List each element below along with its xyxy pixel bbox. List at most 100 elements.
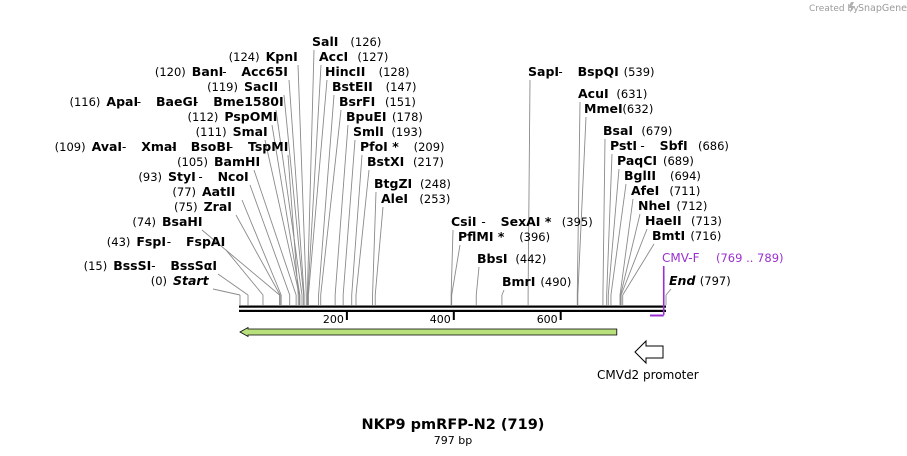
restriction-site[interactable]: CsiI - SexAI * (395) [451, 214, 593, 229]
site-name: Start [173, 273, 210, 288]
site-position: (631) [616, 87, 647, 101]
site-name: ApaI [106, 94, 138, 109]
site-leader [249, 184, 291, 296]
primer-cmv-f[interactable]: CMV-F (769 .. 789) [650, 251, 784, 317]
site-leader-lines [201, 49, 672, 305]
site-leader [450, 229, 454, 296]
restriction-site[interactable]: NheI (712) [638, 198, 707, 213]
restriction-site[interactable]: BtgZI (248) [374, 176, 451, 191]
restriction-site[interactable]: (15) BssSI - BssSαI [84, 258, 217, 273]
restriction-site[interactable]: BbsI (442) [477, 251, 546, 266]
site-name: AcuI [578, 86, 609, 101]
restriction-site[interactable]: BmtI (716) [652, 228, 721, 243]
site-separator: - [122, 140, 126, 154]
axis-ticks: 200 400 600 [323, 312, 562, 326]
restriction-site[interactable]: (112) PspOMI [187, 109, 277, 124]
restriction-site[interactable]: (105) BamHI [177, 154, 260, 169]
restriction-site[interactable]: (109) AvaI - XmaI - BsoBI - TspMI [55, 139, 289, 154]
site-name: PaqCI [617, 153, 657, 168]
restriction-site[interactable]: (93) StyI - NcoI [138, 169, 248, 184]
restriction-site[interactable]: SmlI (193) [353, 124, 422, 139]
site-leader [527, 79, 531, 296]
site-position: (689) [663, 154, 694, 168]
site-name: MmeI [584, 101, 623, 116]
restriction-site[interactable]: BstEII (147) [332, 79, 417, 94]
site-position: (116) [69, 95, 100, 109]
site-separator: - [481, 215, 485, 229]
restriction-site[interactable]: BstXI (217) [367, 154, 444, 169]
restriction-site[interactable]: SapI - BspQI (539) [528, 64, 655, 79]
site-position: (120) [155, 65, 186, 79]
restriction-site[interactable]: HaeII (713) [645, 213, 722, 228]
feature-label: CMVd2 promoter [597, 368, 699, 382]
restriction-site[interactable]: PfoI * (209) [360, 139, 445, 154]
restriction-site[interactable]: PflMI * (396) [458, 229, 550, 244]
site-position: (15) [84, 259, 108, 273]
map-length: 797 bp [434, 434, 472, 447]
site-leader [606, 153, 613, 296]
restriction-site[interactable]: (124) KpnI [229, 49, 298, 64]
site-name: BanI [192, 64, 224, 79]
restriction-site[interactable]: BmrI (490) [502, 274, 571, 289]
site-position: (43) [107, 235, 131, 249]
site-name: SacII [244, 79, 278, 94]
restriction-site[interactable]: (116) ApaI - BaeGI - Bme1580I [69, 94, 283, 109]
site-separator: - [194, 95, 198, 109]
site-name: BpuEI [346, 109, 387, 124]
site-separator: - [151, 259, 155, 273]
restriction-site[interactable]: (75) ZraI [174, 199, 232, 214]
site-name: ZraI [204, 199, 232, 214]
restriction-site[interactable]: PstI - SbfI (686) [610, 138, 729, 153]
restriction-site[interactable]: (119) SacII [207, 79, 278, 94]
restriction-site[interactable]: AcuI (631) [578, 86, 647, 101]
site-position: (539) [624, 65, 655, 79]
site-separator: - [640, 139, 644, 153]
restriction-site[interactable]: SalI (126) [312, 34, 381, 49]
restriction-site[interactable]: AccI (127) [319, 49, 388, 64]
restriction-site[interactable]: BsrFI (151) [339, 94, 416, 109]
site-name: AfeI [631, 183, 659, 198]
restriction-site[interactable]: (77) AatII [172, 184, 235, 199]
site-leader [320, 109, 342, 296]
site-leader [334, 124, 349, 296]
sequence-top-strand [239, 305, 666, 308]
restriction-site[interactable]: (120) BanI - Acc65I [155, 64, 288, 79]
site-position: (105) [177, 155, 208, 169]
site-name: NcoI [218, 169, 249, 184]
restriction-site[interactable]: BglII (694) [624, 168, 701, 183]
site-name: SmlI [353, 124, 384, 139]
site-name: XmaI [141, 139, 177, 154]
site-leader [576, 101, 581, 296]
site-name: NheI [638, 198, 671, 213]
site-position: (77) [172, 185, 196, 199]
site-name: KpnI [266, 49, 298, 64]
restriction-site[interactable]: End (797) [669, 273, 731, 288]
feature-direction-icon [634, 339, 664, 365]
restriction-site[interactable]: BpuEI (178) [346, 109, 423, 124]
restriction-site[interactable]: AleI (253) [381, 191, 450, 206]
site-name: AleI [381, 191, 408, 206]
site-name: BspQI [578, 64, 619, 79]
site-position: (217) [413, 155, 444, 169]
site-leader [351, 154, 363, 296]
site-name: PflMI * [458, 229, 505, 244]
site-name: SalI [312, 34, 338, 49]
restriction-site[interactable]: AfeI (711) [631, 183, 700, 198]
site-name: BglII [624, 168, 656, 183]
restriction-site[interactable]: (74) BsaHI [132, 214, 202, 229]
site-name: BsrFI [339, 94, 375, 109]
site-name: BsaI [603, 123, 633, 138]
restriction-site[interactable]: HincII (128) [325, 64, 410, 79]
restriction-site[interactable]: (0) Start [151, 273, 210, 288]
restriction-site[interactable]: PaqCI (689) [617, 153, 694, 168]
restriction-site[interactable]: (111) SmaI [196, 124, 268, 139]
site-leader [577, 116, 587, 296]
site-name: PspOMI [224, 109, 277, 124]
restriction-site[interactable]: (43) FspI - FspAI [107, 234, 225, 249]
feature-cmvd2-promoter[interactable] [239, 326, 618, 338]
restriction-site[interactable]: MmeI (632) [584, 101, 653, 116]
restriction-site[interactable]: BsaI (679) [603, 123, 672, 138]
site-leader [355, 169, 370, 296]
site-position: (128) [379, 65, 410, 79]
site-position: (151) [385, 95, 416, 109]
